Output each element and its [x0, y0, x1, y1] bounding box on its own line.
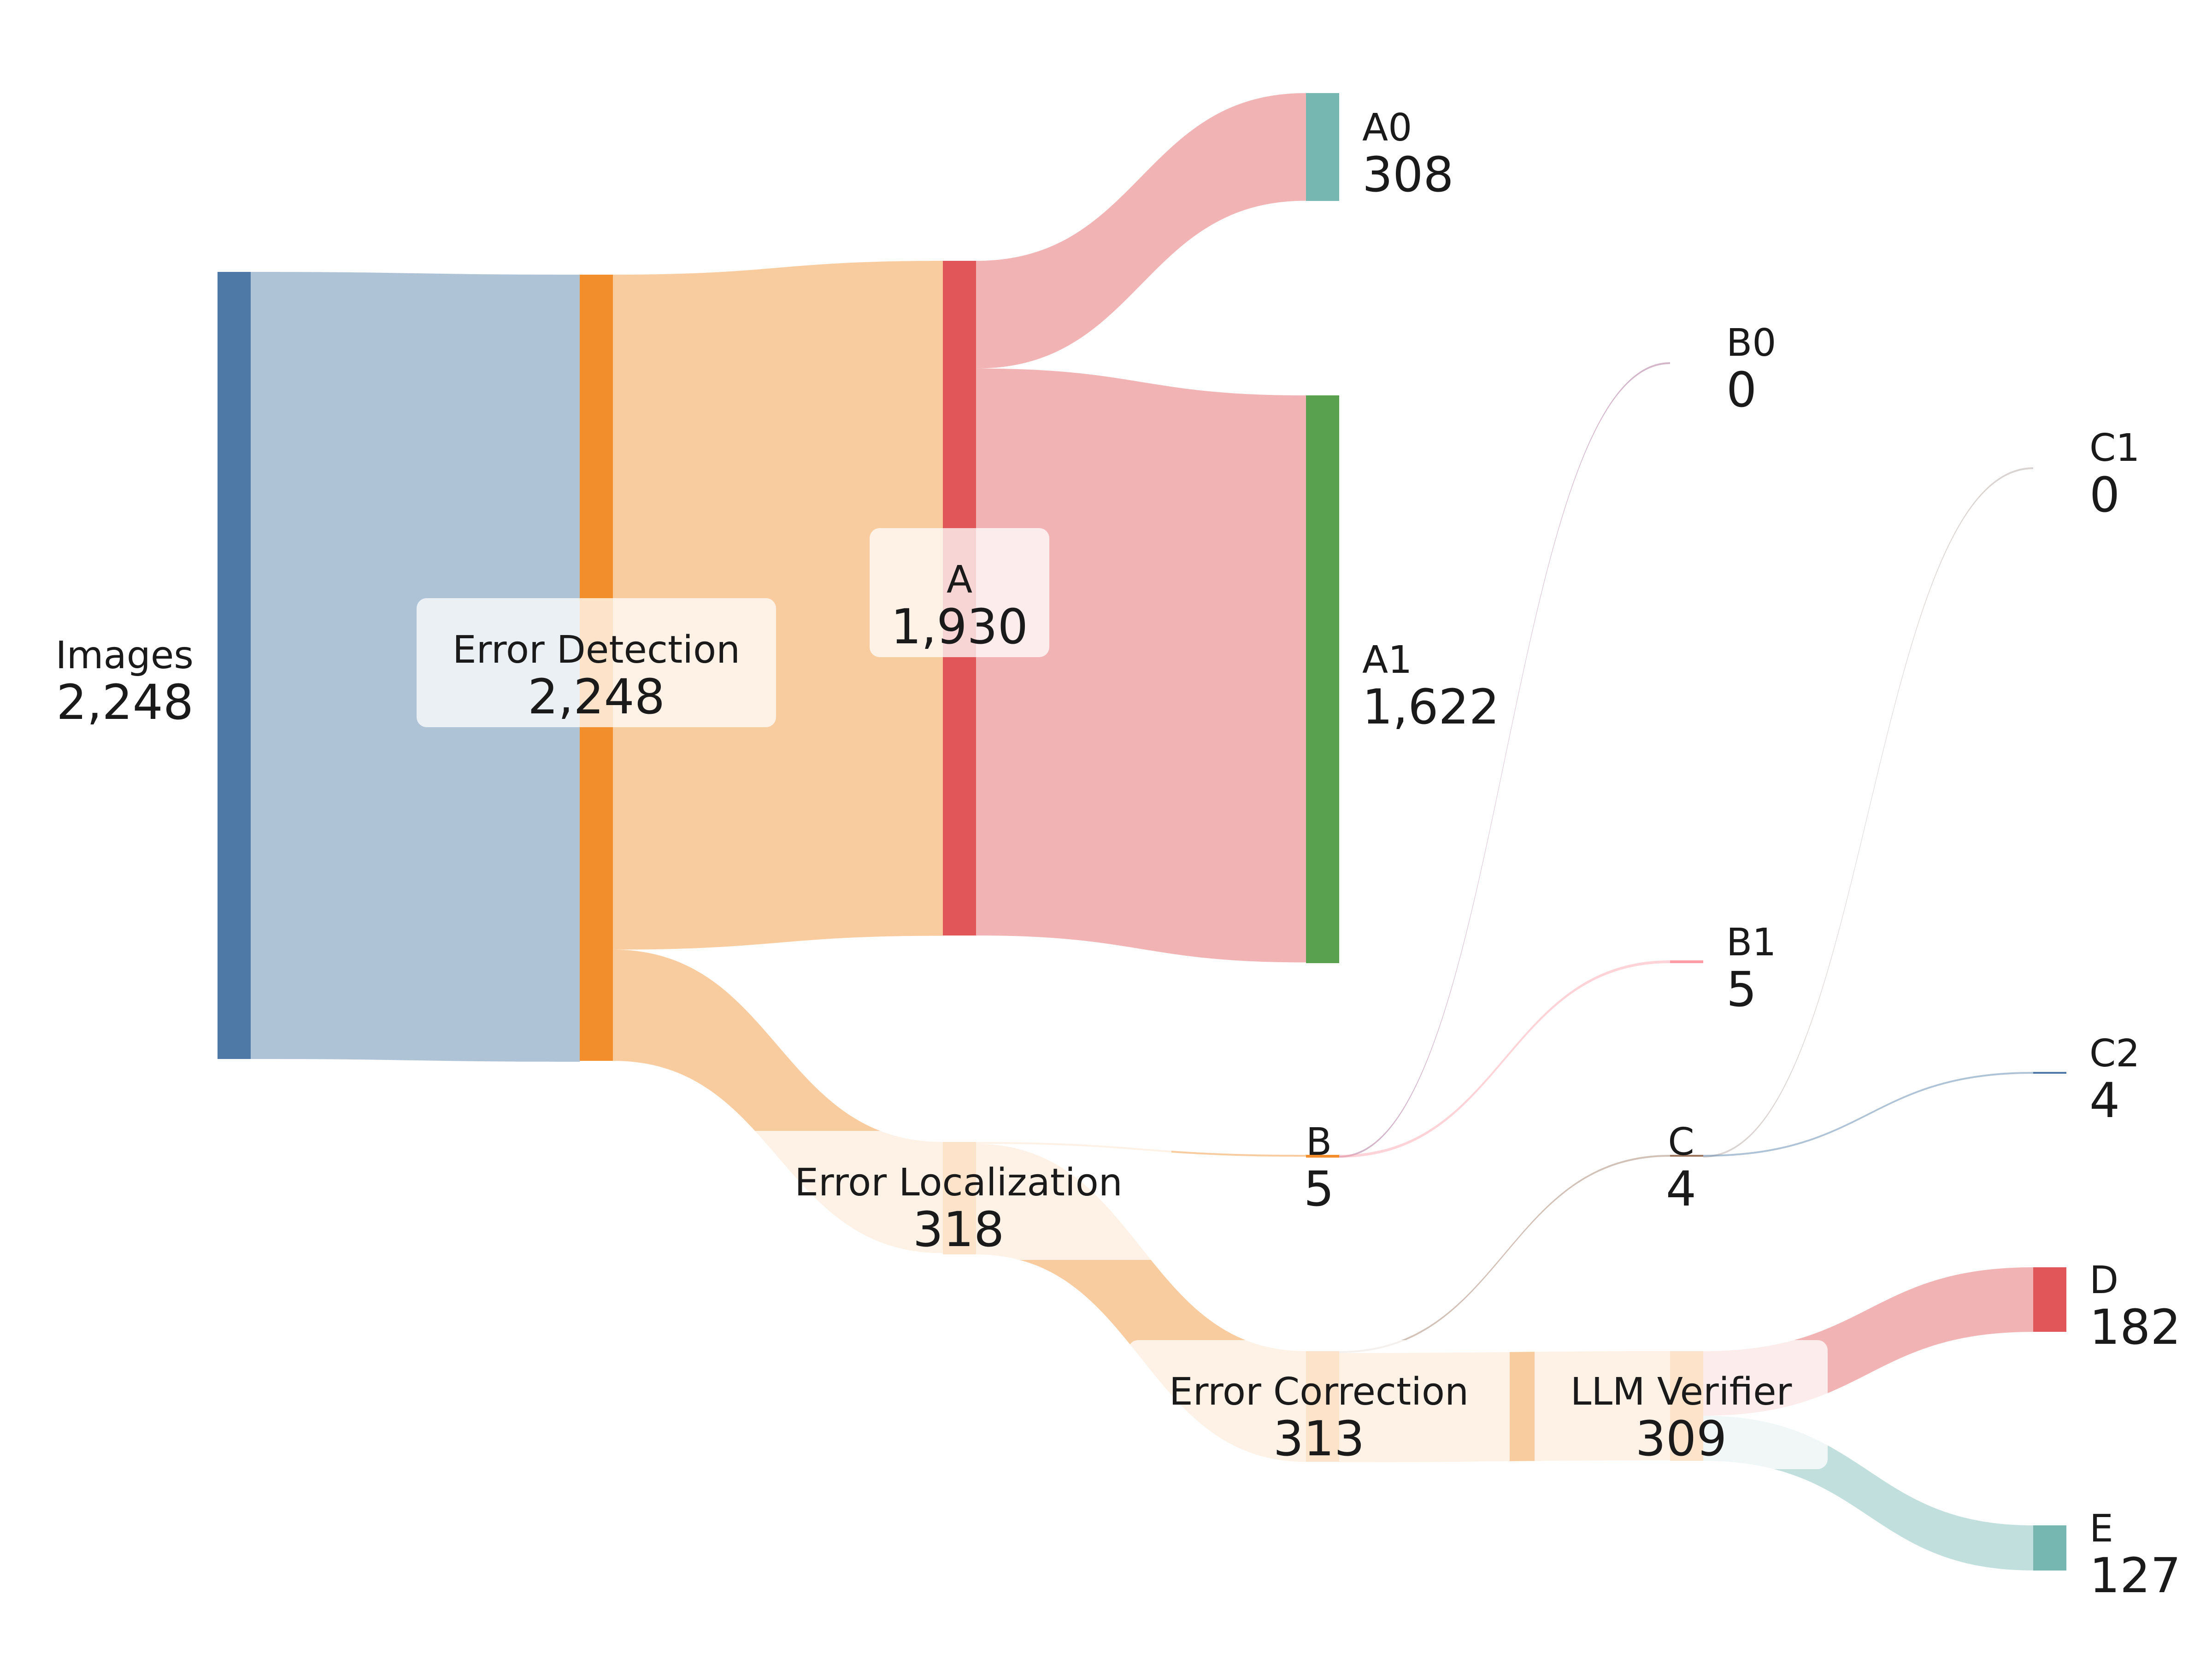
label-b0: B00 [1726, 321, 1776, 418]
node-b [1306, 1155, 1339, 1158]
node-images [218, 272, 251, 1059]
node-name-error_localization: Error Localization [794, 1161, 1123, 1205]
node-value-c: 4 [1666, 1161, 1696, 1217]
node-name-d: D [2089, 1259, 2118, 1302]
node-c [1670, 1155, 1703, 1157]
node-name-b: B [1306, 1120, 1332, 1164]
link-c-to-c2 [1703, 1072, 2033, 1157]
link-error_correction-to-c [1339, 1155, 1670, 1353]
node-e [2033, 1525, 2066, 1571]
node-value-images: 2,248 [56, 674, 194, 730]
node-value-e: 127 [2089, 1547, 2181, 1604]
node-name-a1: A1 [1362, 638, 1412, 682]
node-name-images: Images [55, 634, 194, 677]
label-a: A1,930 [870, 528, 1049, 657]
node-a0 [1306, 93, 1339, 201]
node-name-error_correction: Error Correction [1169, 1370, 1469, 1414]
link-b-to-b0 [1339, 362, 1670, 1158]
label-c1: C10 [2089, 426, 2140, 523]
link-c-to-c1 [1703, 467, 2033, 1158]
node-name-c1: C1 [2089, 426, 2140, 470]
link-a-to-a1 [976, 368, 1306, 963]
node-value-llm_verifier: 309 [1635, 1411, 1727, 1467]
node-name-error_detection: Error Detection [453, 628, 740, 672]
node-value-c2: 4 [2089, 1072, 2120, 1129]
label-box-error_detection [417, 598, 776, 727]
node-name-b0: B0 [1726, 321, 1776, 365]
label-b1: B15 [1726, 921, 1776, 1018]
label-box-a [870, 528, 1049, 657]
node-value-c1: 0 [2089, 467, 2120, 523]
label-a1: A11,622 [1362, 638, 1500, 735]
label-box-error_localization [746, 1131, 1171, 1260]
node-value-a: 1,930 [891, 599, 1028, 655]
node-value-a0: 308 [1362, 147, 1454, 203]
node-value-error_detection: 2,248 [528, 669, 665, 725]
label-box-llm_verifier [1535, 1340, 1828, 1469]
node-value-error_localization: 318 [913, 1201, 1005, 1258]
node-value-d: 182 [2089, 1299, 2181, 1355]
node-name-c2: C2 [2089, 1032, 2140, 1076]
label-box-error_correction [1128, 1340, 1510, 1469]
node-value-a1: 1,622 [1362, 679, 1500, 735]
link-b-to-b1 [1339, 960, 1670, 1158]
node-name-a0: A0 [1362, 106, 1412, 150]
label-b: B5 [1304, 1120, 1334, 1217]
node-value-b1: 5 [1726, 961, 1757, 1018]
node-a1 [1306, 395, 1339, 963]
node-d [2033, 1267, 2066, 1332]
link-error_detection-to-a [613, 261, 943, 950]
label-c: C4 [1666, 1120, 1696, 1217]
link-a-to-a0 [976, 93, 1306, 369]
node-name-e: E [2089, 1507, 2113, 1551]
node-value-b0: 0 [1726, 362, 1757, 418]
node-c2 [2033, 1072, 2066, 1074]
node-b1 [1670, 960, 1703, 963]
link-images-to-error_detection [251, 272, 580, 1062]
label-c2: C24 [2089, 1032, 2140, 1129]
node-value-b: 5 [1304, 1161, 1334, 1217]
node-name-c: C [1668, 1120, 1694, 1164]
node-name-a: A [947, 558, 972, 602]
node-name-b1: B1 [1726, 921, 1776, 965]
node-value-error_correction: 313 [1273, 1411, 1365, 1467]
node-name-llm_verifier: LLM Verifier [1571, 1370, 1792, 1414]
